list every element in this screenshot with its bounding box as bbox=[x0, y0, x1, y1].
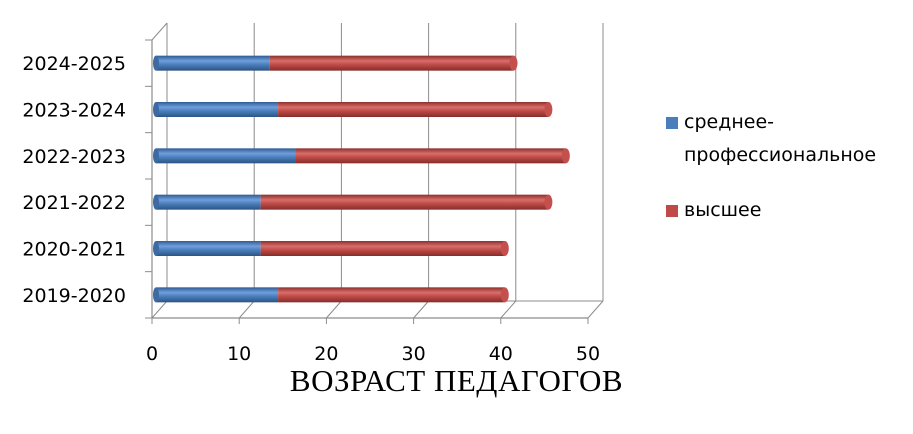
bar-start-cap bbox=[153, 194, 159, 210]
bar-start-cap bbox=[153, 241, 159, 256]
bar-end-cap bbox=[544, 102, 553, 117]
x-tick-label: 0 bbox=[146, 343, 158, 365]
bar-end-cap bbox=[561, 148, 570, 164]
bar-segment bbox=[260, 194, 549, 210]
y-tick-label: 2021-2022 bbox=[22, 192, 126, 214]
bar-end-cap bbox=[544, 194, 553, 210]
chart-caption: ВОЗРАСТ ПЕДАГОГОВ bbox=[289, 363, 624, 398]
bars bbox=[153, 55, 570, 303]
y-tick-label: 2020-2021 bbox=[22, 239, 126, 261]
bar-segment bbox=[156, 194, 261, 210]
x-tick-label: 20 bbox=[314, 343, 338, 365]
bar-segment bbox=[269, 55, 514, 71]
bar-segment bbox=[260, 241, 505, 256]
bar-segment bbox=[156, 241, 261, 256]
x-tick-label: 50 bbox=[576, 343, 600, 365]
floor-gridline bbox=[151, 300, 168, 319]
bar-segment bbox=[156, 102, 279, 117]
bar-end-cap bbox=[500, 241, 509, 256]
bar-start-cap bbox=[153, 55, 159, 71]
legend-label: профессиональное bbox=[684, 144, 876, 166]
floor-gridline bbox=[326, 300, 342, 319]
tick-labels: 0 10 20 30 40 50 2019-2020 2020-2021 2021-2022 20… bbox=[22, 53, 600, 365]
x-tick-label: 30 bbox=[402, 343, 426, 365]
axis-corner-top bbox=[151, 22, 168, 41]
legend-swatch bbox=[666, 117, 678, 129]
bar-segment bbox=[278, 102, 549, 117]
legend-label: высшее bbox=[684, 199, 761, 221]
x-tick-label: 10 bbox=[227, 343, 251, 365]
legend-label: среднее- bbox=[684, 111, 774, 133]
y-tick-label: 2024-2025 bbox=[22, 53, 126, 75]
bar-segment bbox=[295, 148, 566, 164]
legend: среднее-профессиональное высшее bbox=[666, 111, 876, 221]
bar-end-cap bbox=[500, 287, 509, 303]
floor-gridline bbox=[587, 300, 604, 319]
legend-swatch bbox=[666, 205, 678, 217]
bar-end-cap bbox=[509, 55, 518, 71]
bar-segment bbox=[156, 55, 270, 71]
floor-gridline bbox=[238, 300, 255, 319]
y-tick-label: 2019-2020 bbox=[22, 285, 126, 307]
floor-gridline bbox=[413, 300, 429, 319]
y-tick-label: 2023-2024 bbox=[22, 100, 126, 122]
bar-start-cap bbox=[153, 148, 159, 164]
bar-start-cap bbox=[153, 102, 159, 117]
bar-start-cap bbox=[153, 287, 159, 303]
x-tick-label: 40 bbox=[489, 343, 513, 365]
floor-gridline bbox=[500, 300, 517, 319]
y-tick-label: 2022-2023 bbox=[22, 146, 126, 168]
bar-segment bbox=[278, 287, 505, 303]
bar-segment bbox=[156, 148, 296, 164]
bar-segment bbox=[156, 287, 279, 303]
